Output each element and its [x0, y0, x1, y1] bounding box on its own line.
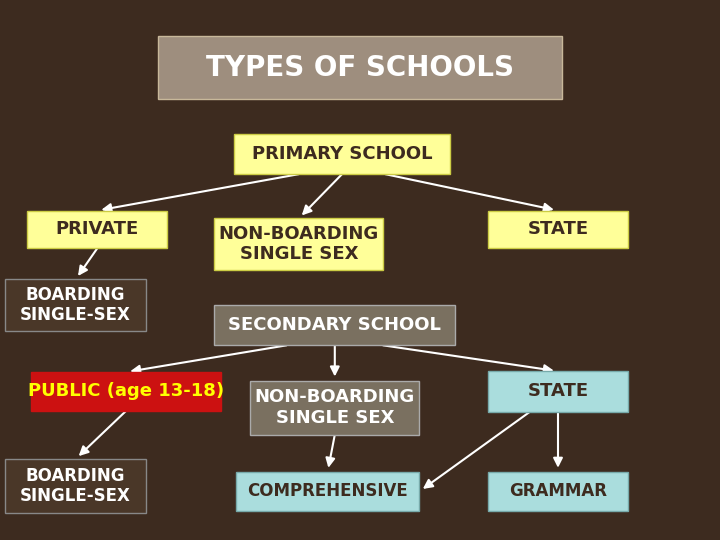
FancyBboxPatch shape — [236, 472, 419, 511]
Text: STATE: STATE — [528, 382, 588, 401]
FancyBboxPatch shape — [30, 372, 222, 411]
FancyBboxPatch shape — [27, 211, 167, 248]
FancyBboxPatch shape — [234, 134, 450, 174]
Text: PRIMARY SCHOOL: PRIMARY SCHOOL — [252, 145, 432, 163]
Text: PUBLIC (age 13-18): PUBLIC (age 13-18) — [28, 382, 224, 401]
FancyBboxPatch shape — [5, 280, 145, 330]
Text: SECONDARY SCHOOL: SECONDARY SCHOOL — [228, 316, 441, 334]
FancyBboxPatch shape — [158, 36, 562, 98]
Text: TYPES OF SCHOOLS: TYPES OF SCHOOLS — [206, 53, 514, 82]
FancyBboxPatch shape — [215, 305, 456, 346]
Text: NON-BOARDING
SINGLE SEX: NON-BOARDING SINGLE SEX — [255, 388, 415, 427]
FancyBboxPatch shape — [215, 218, 383, 269]
Text: STATE: STATE — [528, 220, 588, 239]
Text: PRIVATE: PRIVATE — [55, 220, 139, 239]
FancyBboxPatch shape — [488, 211, 628, 248]
Text: NON-BOARDING
SINGLE SEX: NON-BOARDING SINGLE SEX — [219, 225, 379, 264]
Text: COMPREHENSIVE: COMPREHENSIVE — [247, 482, 408, 501]
Text: BOARDING
SINGLE-SEX: BOARDING SINGLE-SEX — [20, 286, 131, 325]
FancyBboxPatch shape — [488, 472, 628, 511]
FancyBboxPatch shape — [251, 381, 419, 435]
Text: GRAMMAR: GRAMMAR — [509, 482, 607, 501]
FancyBboxPatch shape — [5, 459, 145, 513]
Text: BOARDING
SINGLE-SEX: BOARDING SINGLE-SEX — [20, 467, 131, 505]
FancyBboxPatch shape — [488, 372, 628, 411]
